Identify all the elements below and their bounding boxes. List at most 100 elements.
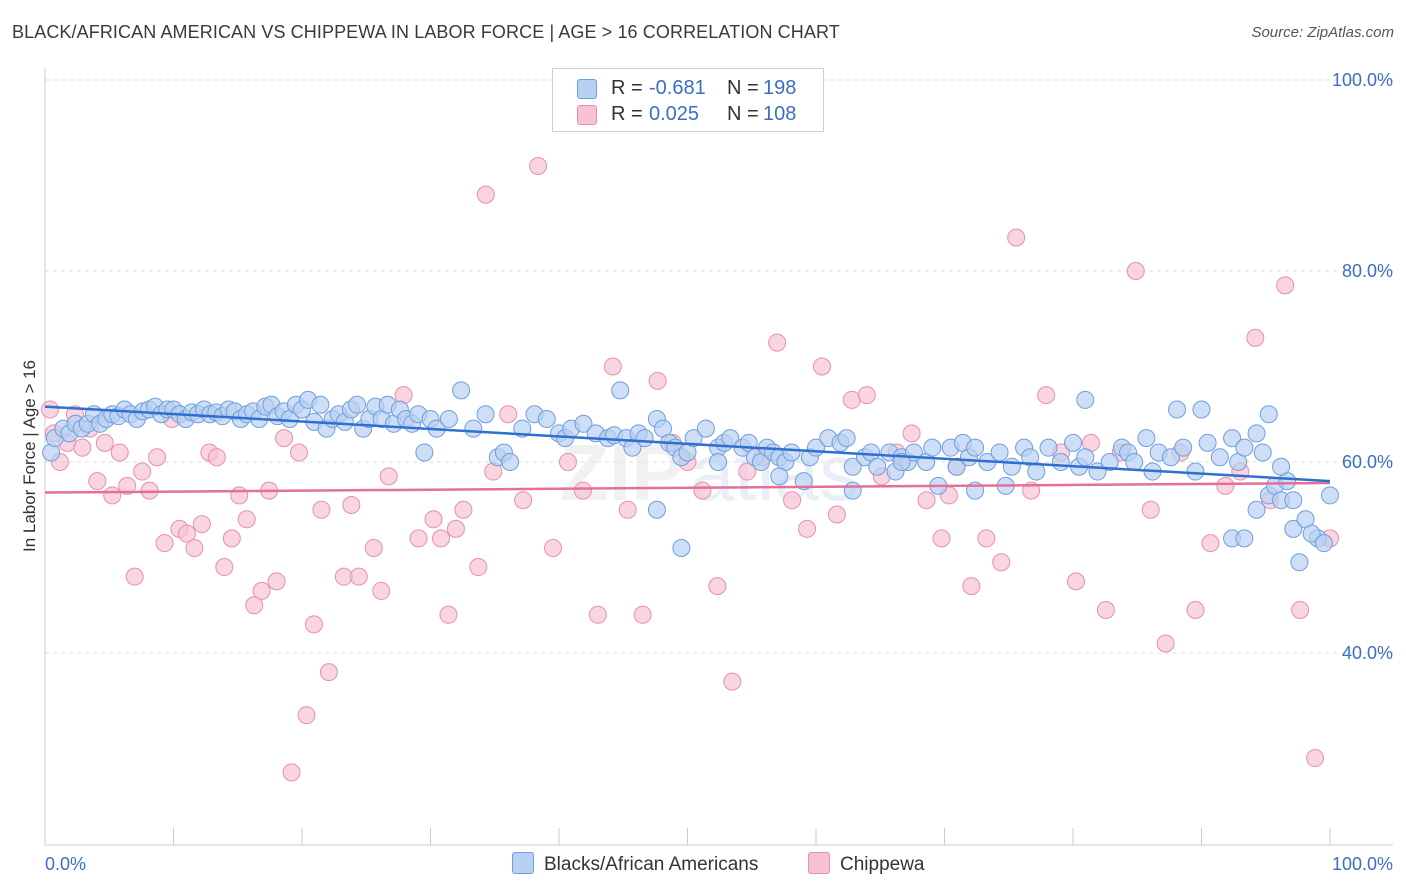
x-tick-label: 100.0%	[1332, 854, 1393, 874]
chippewa-point	[857, 386, 876, 405]
chippewa-point	[275, 429, 294, 448]
y-axis-label: In Labor Force | Age > 16	[20, 360, 39, 552]
chippewa-point	[633, 605, 652, 624]
black-point	[966, 438, 985, 457]
chippewa-point	[932, 529, 951, 548]
trend-lines	[44, 405, 1331, 494]
chippewa-point	[282, 763, 301, 782]
black-point	[923, 438, 942, 457]
black-point	[1284, 491, 1303, 510]
chippewa-point	[693, 481, 712, 500]
black-point	[574, 414, 593, 433]
chippewa-point	[230, 486, 249, 505]
chippewa-point	[207, 448, 226, 467]
chippewa-point	[1037, 386, 1056, 405]
r-label: R =	[611, 77, 643, 99]
chippewa-point	[446, 519, 465, 538]
black-point	[1076, 448, 1095, 467]
black-point	[1223, 429, 1242, 448]
r-value: 0.025	[649, 103, 700, 125]
black-point	[672, 538, 691, 557]
black-point	[1302, 524, 1321, 543]
grid	[45, 79, 1393, 654]
chippewa-point	[424, 510, 443, 529]
chippewa-point	[364, 538, 383, 557]
chippewa-point	[708, 577, 727, 596]
black-point	[1186, 462, 1205, 481]
chippewa-point	[1246, 328, 1265, 347]
chippewa-point	[73, 438, 92, 457]
chippewa-point	[1186, 601, 1205, 620]
chippewa-point	[902, 424, 921, 443]
chippewa-point	[1066, 572, 1085, 591]
chippewa-point	[573, 481, 592, 500]
chippewa-point	[588, 605, 607, 624]
black-point	[415, 443, 434, 462]
black-point	[1137, 429, 1156, 448]
chippewa-point	[962, 577, 981, 596]
black-point	[311, 395, 330, 414]
chippewa-legend-swatch	[808, 852, 830, 874]
chippewa-point	[544, 538, 563, 557]
black-legend-swatch	[512, 852, 534, 874]
black-point	[782, 443, 801, 462]
black-point	[452, 381, 471, 400]
chippewa-point	[529, 156, 548, 175]
chippewa-point	[372, 581, 391, 600]
chippewa-point	[155, 534, 174, 553]
black-point	[1321, 486, 1339, 505]
chippewa-point	[827, 505, 846, 524]
legend-item-black: Blacks/African Americans	[512, 852, 758, 876]
black-point	[1168, 400, 1187, 419]
tick-labels: 40.0% 60.0% 80.0% 100.0% 0.0% 100.0%	[45, 70, 1393, 874]
black-point	[837, 429, 856, 448]
black-point	[1076, 390, 1095, 409]
chippewa-point	[977, 529, 996, 548]
chippewa-point	[992, 553, 1011, 572]
black-point	[1235, 438, 1254, 457]
black-point	[794, 472, 813, 491]
chippewa-point	[1291, 601, 1310, 620]
chippewa-point	[1141, 500, 1160, 519]
legend-item-chippewa: Chippewa	[808, 852, 925, 876]
black-point	[439, 410, 458, 429]
black-point	[1051, 453, 1070, 471]
chippewa-point	[798, 519, 817, 538]
chippewa-point	[133, 462, 152, 481]
y-tick-label: 100.0%	[1332, 70, 1393, 90]
black-point	[464, 419, 483, 438]
chippewa-point	[103, 486, 122, 505]
black-point	[348, 395, 367, 414]
chippewa-point	[514, 491, 533, 510]
black-point	[1314, 534, 1333, 553]
chippewa-point	[312, 500, 331, 519]
chippewa-trend-line	[44, 481, 1331, 494]
chippewa-point	[454, 500, 473, 519]
black-point	[709, 453, 728, 471]
black-point	[1174, 438, 1193, 457]
chippewa-point	[783, 491, 802, 510]
chippewa-point	[319, 663, 338, 682]
black-point	[990, 443, 1009, 462]
chippewa-point	[1156, 634, 1175, 653]
black-point	[1259, 405, 1278, 424]
y-tick-label: 80.0%	[1342, 261, 1393, 281]
legend-label-black: Blacks/African Americans	[544, 854, 759, 875]
chippewa-point	[177, 524, 196, 543]
n-label: N =	[727, 77, 759, 99]
chippewa-point	[1007, 228, 1026, 247]
chippewa-point	[768, 333, 787, 352]
chippewa-point	[1306, 749, 1325, 768]
chippewa-point	[252, 581, 271, 600]
legend-label-chippewa: Chippewa	[840, 854, 925, 875]
chippewa-point	[148, 448, 167, 467]
chippewa-point	[917, 491, 936, 510]
black-point	[476, 405, 495, 424]
chippewa-point	[95, 433, 114, 452]
x-tick-label: 0.0%	[45, 854, 86, 874]
black-point	[1002, 457, 1021, 476]
chippewa-point	[648, 371, 667, 390]
black-trend-line	[44, 405, 1331, 483]
black-point	[635, 429, 654, 448]
black-point	[647, 500, 666, 519]
